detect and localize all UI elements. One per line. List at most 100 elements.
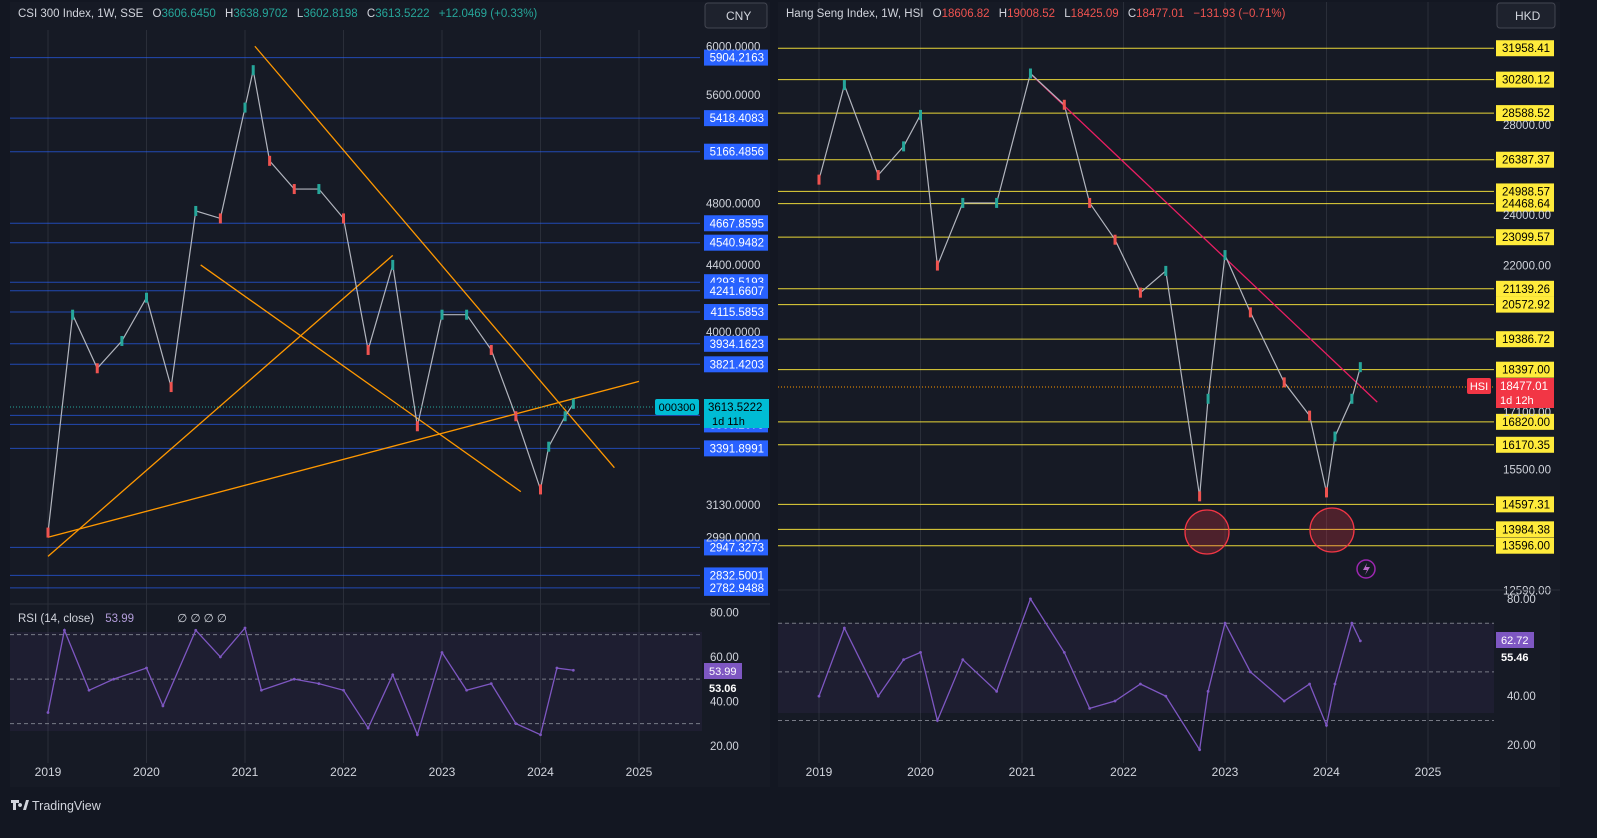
level-label-bg	[704, 539, 768, 556]
level-label: 30280.12	[1502, 75, 1550, 87]
time-tick-label: 2019	[35, 765, 62, 779]
price-point	[547, 441, 551, 452]
price-tick-label: 12590.00	[1503, 585, 1551, 597]
rsi-point	[1088, 706, 1092, 710]
rsi-point	[1325, 723, 1328, 727]
time-tick-label: 2025	[1415, 765, 1442, 779]
left-time-axis[interactable]: 2019 2020 2021 2022 2023 2024 2025	[35, 765, 653, 779]
tradingview-brand: TradingView	[32, 799, 102, 813]
price-point	[120, 335, 124, 346]
lightning-icon[interactable]	[1356, 559, 1376, 579]
price-point	[1028, 68, 1032, 79]
right-countdown: 1d 12h	[1500, 395, 1534, 407]
level-label-bg	[1496, 331, 1554, 348]
price-tick-label: 17100.00	[1503, 407, 1551, 419]
rsi-point	[391, 673, 395, 677]
rsi-point	[1223, 621, 1227, 625]
rsi-point	[919, 650, 922, 654]
price-point	[366, 344, 370, 355]
level-label: 4540.9482	[710, 238, 764, 250]
level-label-bg	[1496, 361, 1554, 378]
level-label: 31958.41	[1502, 43, 1550, 55]
level-label: 26387.37	[1502, 155, 1550, 167]
right-price-axis[interactable]: 28000.00 24000.00 22000.00 17100.00 15500.00…	[1503, 120, 1551, 597]
left-currency-label: CNY	[726, 9, 751, 23]
price-point	[194, 205, 198, 216]
level-label: 2782.9488	[710, 583, 764, 595]
right-change: −131.93 (−0.71%)	[1193, 8, 1285, 20]
left-rsi-ma-value: 53.06	[709, 683, 737, 695]
rsi-point	[440, 651, 444, 654]
rsi-point	[876, 694, 880, 698]
right-horizontal-levels	[778, 47, 1494, 547]
level-label-bg	[704, 440, 768, 457]
right-high-label: H	[999, 8, 1007, 20]
left-rsi-value: 53.99	[105, 613, 134, 625]
rsi-point	[1282, 699, 1286, 703]
price-point	[935, 260, 939, 271]
left-countdown: 1d 11h	[712, 416, 745, 428]
rsi-point	[489, 682, 493, 686]
price-point	[1248, 307, 1252, 318]
price-tick-label: 22000.00	[1503, 261, 1551, 273]
price-point	[440, 309, 444, 320]
price-tick-label: 15500.00	[1503, 464, 1551, 476]
right-last-price-badge	[1496, 378, 1554, 408]
right-currency-label: HKD	[1515, 9, 1541, 23]
level-label-bg	[1496, 537, 1554, 554]
left-price-axis[interactable]: 6000.0000 5600.0000 4800.0000 4400.0000 4000…	[706, 41, 760, 544]
left-rsi-axis: 80.00 60.00 40.00 20.00	[710, 607, 739, 752]
price-point	[563, 411, 567, 422]
right-currency-button[interactable]	[1496, 2, 1556, 29]
price-point	[391, 259, 395, 270]
level-label: 28588.52	[1502, 108, 1550, 120]
level-label: 16820.00	[1502, 417, 1550, 429]
rsi-point	[995, 689, 999, 693]
rsi-point	[1308, 682, 1311, 686]
right-rsi-series	[778, 597, 1494, 752]
rsi-point	[194, 628, 198, 632]
level-label-bg	[704, 49, 768, 66]
rsi-point	[145, 666, 148, 670]
level-label: 2832.5001	[710, 570, 764, 582]
left-rsi-header: RSI (14, close) 53.99 ∅ ∅ ∅ ∅	[18, 613, 227, 625]
level-label: 23099.57	[1502, 232, 1550, 244]
price-point	[489, 344, 493, 355]
right-open-value: 18606.82	[942, 8, 990, 20]
price-point	[919, 109, 922, 120]
left-rsi-title: RSI (14, close)	[18, 613, 94, 625]
level-label: 4667.8595	[710, 218, 764, 230]
left-horizontal-levels	[10, 57, 700, 589]
level-label-bg	[704, 356, 768, 373]
right-level-labels: 31958.41 30280.12 28588.52 26387.37 24988.57…	[1496, 40, 1554, 554]
left-currency-button[interactable]	[704, 2, 768, 29]
rsi-point	[961, 658, 965, 662]
price-point	[95, 363, 99, 374]
level-label: 2947.3273	[710, 542, 764, 554]
level-label-bg	[1496, 280, 1554, 297]
level-label: 18397.00	[1502, 365, 1550, 377]
rsi-point	[87, 688, 91, 692]
trendline	[47, 254, 394, 557]
left-chart-pane[interactable]: 5904.2163 5418.4083 5166.4856 4667.8595 4540…	[10, 2, 770, 787]
time-tick-label: 2024	[1313, 765, 1340, 779]
right-legend: Hang Seng Index, 1W, HSI O18606.82 H1900…	[786, 8, 1286, 20]
right-chart-pane[interactable]: 31958.41 30280.12 28588.52 26387.37 24988.57…	[778, 2, 1560, 787]
level-label: 3821.4203	[710, 359, 764, 371]
tradingview-logo[interactable]: TradingView	[11, 799, 102, 813]
level-label-bg	[704, 110, 768, 127]
price-point	[1138, 287, 1142, 298]
rsi-point	[1206, 689, 1210, 693]
level-label: 16170.35	[1502, 440, 1550, 452]
price-point	[1350, 393, 1354, 404]
price-point	[342, 213, 345, 224]
rsi-point	[292, 677, 296, 681]
price-point	[145, 292, 148, 303]
price-point	[292, 184, 296, 195]
right-time-axis[interactable]: 2019 2020 2021 2022 2023 2024 2025	[806, 765, 1442, 779]
level-label: 4115.5853	[710, 307, 764, 319]
level-label: 5166.4856	[710, 147, 764, 159]
right-symbol-title: Hang Seng Index, 1W, HSI	[786, 8, 923, 20]
left-low-value: 3602.8198	[303, 8, 357, 20]
